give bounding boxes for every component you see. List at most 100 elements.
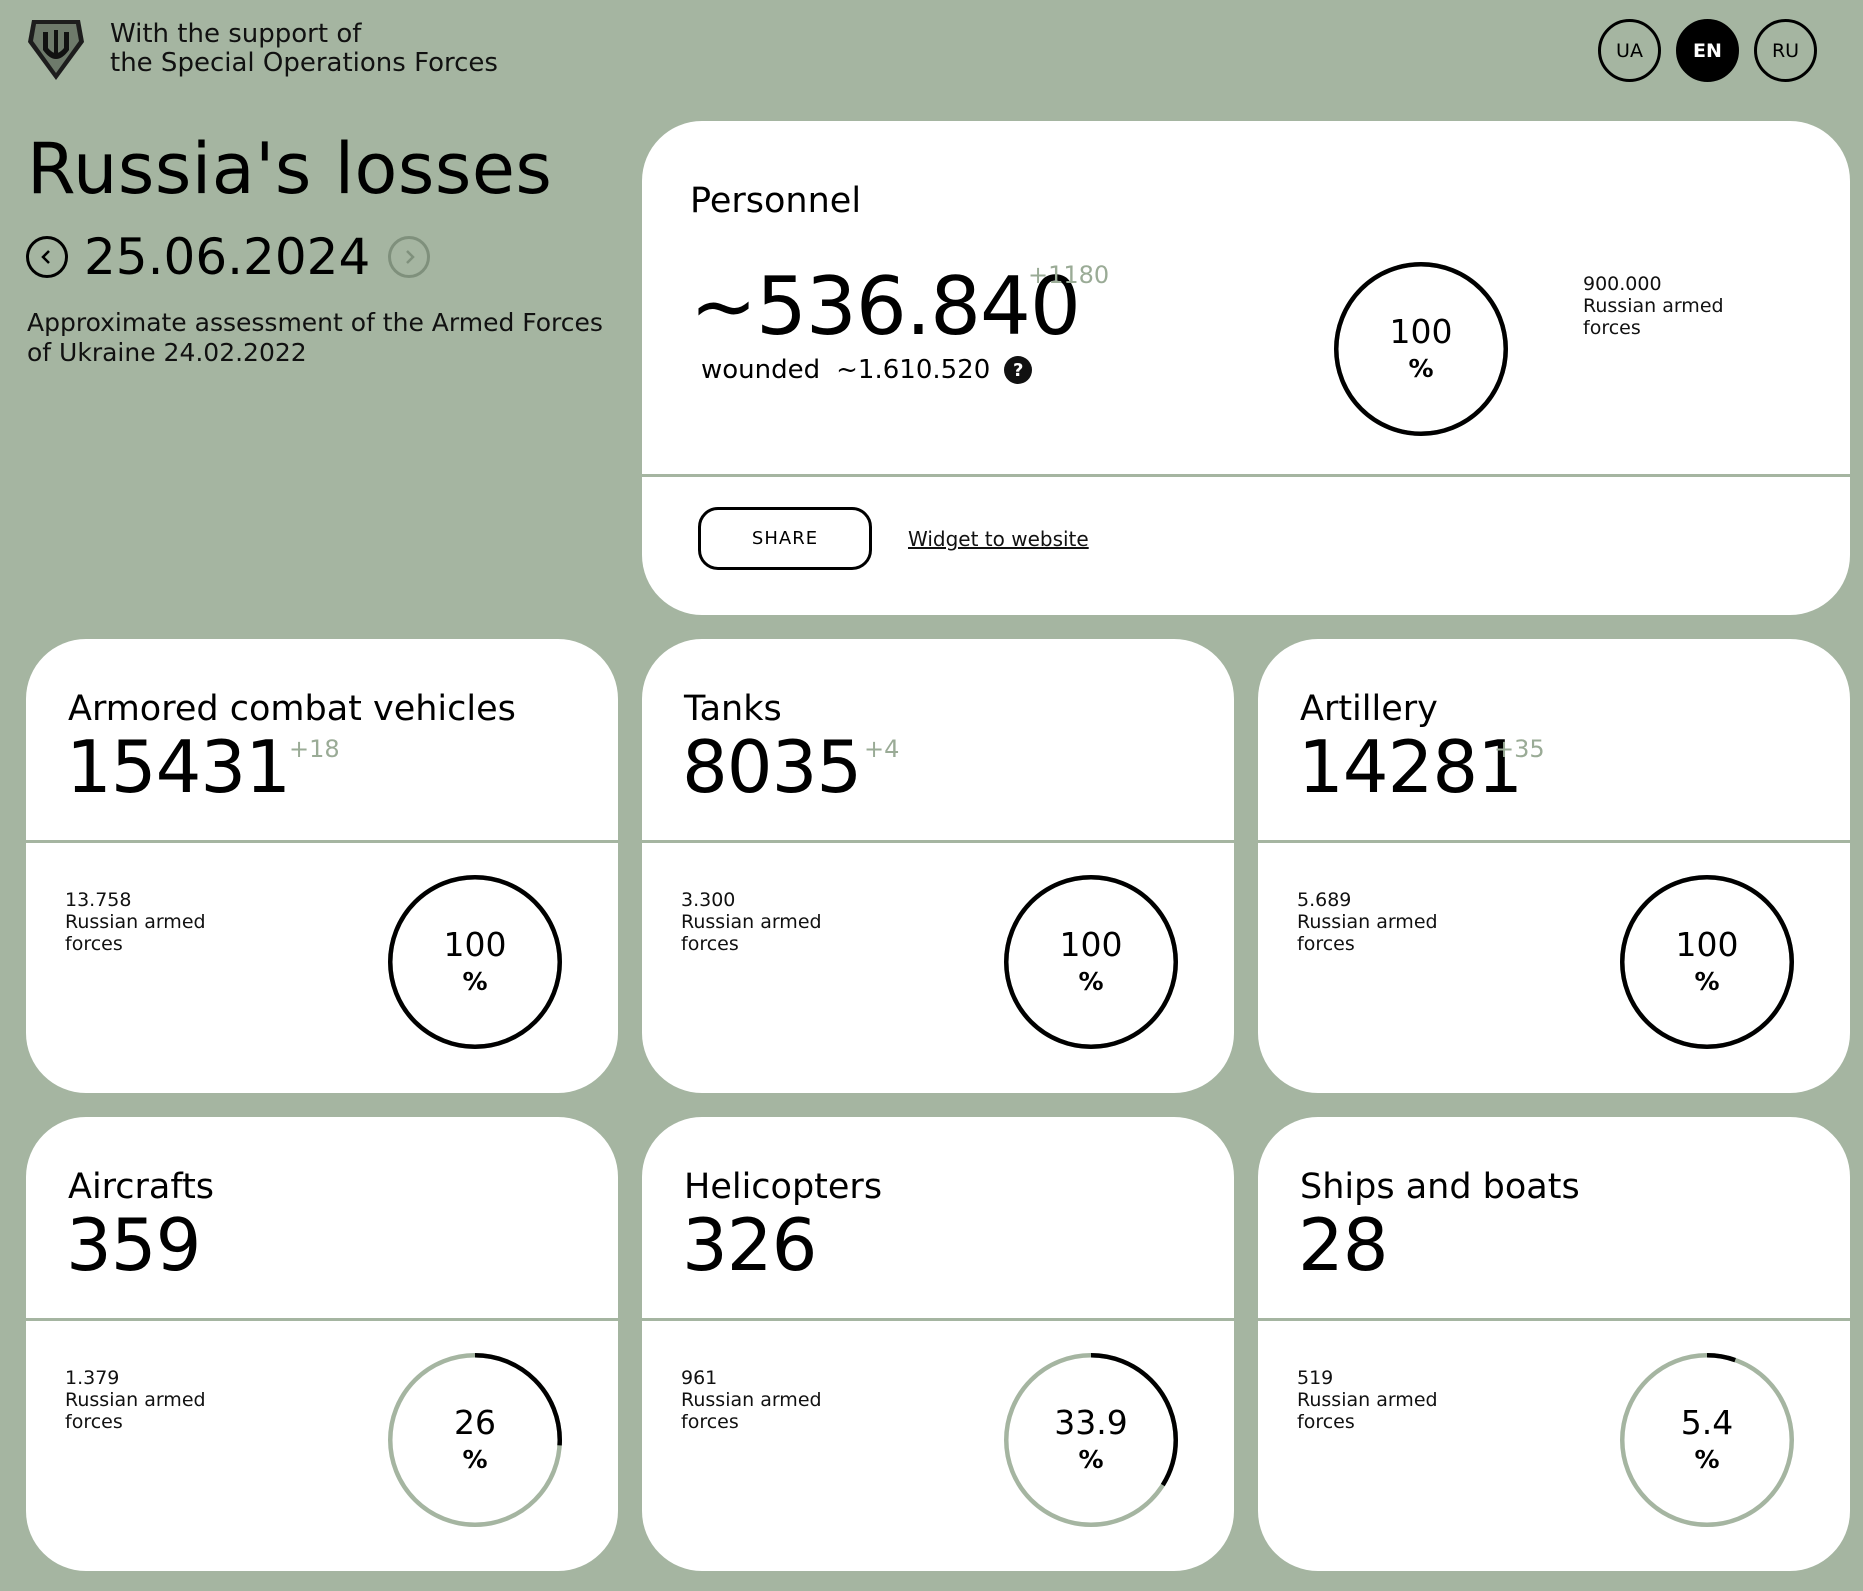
total-label: forces	[1583, 317, 1641, 339]
card-divider	[1258, 840, 1850, 843]
ring-percent-sign: %	[1078, 967, 1104, 996]
total-label: forces	[1297, 933, 1355, 955]
ring-value: 100	[443, 925, 507, 964]
card-delta: +18	[289, 735, 340, 763]
card-total: 961 Russian armed forces	[681, 1367, 881, 1433]
next-date-button[interactable]	[388, 236, 431, 278]
lang-button-en[interactable]: EN	[1676, 19, 1739, 82]
personnel-value: ~536.840	[690, 260, 1081, 353]
ring-value: 26	[454, 1403, 496, 1442]
chevron-right-icon	[406, 250, 416, 264]
share-button[interactable]: SHARE	[698, 507, 872, 570]
widget-to-website-link[interactable]: Widget to website	[908, 527, 1089, 551]
current-date: 25.06.2024	[84, 228, 371, 286]
total-value: 5.689	[1297, 889, 1352, 911]
card-total: 519 Russian armed forces	[1297, 1367, 1497, 1433]
total-label: forces	[65, 933, 123, 955]
card-title: Personnel	[690, 181, 862, 221]
personnel-percent-ring: 100 %	[1334, 262, 1508, 436]
personnel-card: Personnel ~536.840 +1180 wounded ~1.610.…	[642, 121, 1850, 615]
card-value: 14281	[1298, 725, 1523, 809]
total-label: Russian armed	[681, 1389, 822, 1411]
lang-button-ru[interactable]: RU	[1754, 19, 1817, 82]
percent-ring: 100 %	[388, 875, 562, 1049]
card-value: 8035	[682, 725, 862, 809]
personnel-total: 900.000 Russian armed forces	[1583, 273, 1783, 339]
ring-graphic	[388, 875, 562, 1049]
total-label: Russian armed	[65, 1389, 206, 1411]
total-label: Russian armed	[65, 911, 206, 933]
total-value: 519	[1297, 1367, 1334, 1389]
ring-percent-sign: %	[1078, 1445, 1104, 1474]
total-value: 13.758	[65, 889, 132, 911]
ring-graphic	[388, 1353, 562, 1527]
card-delta: +35	[1494, 735, 1545, 763]
percent-ring: 100 %	[1004, 875, 1178, 1049]
card-value: 359	[66, 1203, 201, 1287]
total-label: Russian armed	[1297, 1389, 1438, 1411]
aircrafts-card: Aircrafts 359 1.379 Russian armed forces…	[26, 1117, 618, 1571]
help-icon[interactable]: ?	[1004, 356, 1033, 384]
ring-graphic	[1620, 875, 1794, 1049]
card-total: 3.300 Russian armed forces	[681, 889, 881, 955]
percent-ring: 5.4 %	[1620, 1353, 1794, 1527]
helicopters-card: Helicopters 326 961 Russian armed forces…	[642, 1117, 1234, 1571]
card-divider	[642, 1318, 1234, 1321]
ring-progress-arc	[1334, 262, 1508, 436]
total-label: Russian armed	[1297, 911, 1438, 933]
wounded-value: ~1.610.520	[836, 355, 991, 385]
card-divider	[26, 840, 618, 843]
ring-percent-sign: %	[462, 967, 488, 996]
card-title: Aircrafts	[68, 1167, 215, 1207]
support-line-2: the Special Operations Forces	[110, 48, 498, 78]
wounded-label: wounded	[701, 355, 821, 385]
total-value: 961	[681, 1367, 718, 1389]
trident-shield-icon[interactable]	[26, 18, 86, 82]
ring-progress-arc	[1004, 875, 1178, 1049]
support-text: With the support of the Special Operatio…	[110, 20, 498, 78]
total-value: 3.300	[681, 889, 736, 911]
percent-ring: 26 %	[388, 1353, 562, 1527]
percent-ring: 33.9 %	[1004, 1353, 1178, 1527]
total-value: 900.000	[1583, 273, 1662, 295]
card-divider	[642, 840, 1234, 843]
support-line-1: With the support of	[110, 19, 362, 49]
card-title: Ships and boats	[1300, 1167, 1580, 1207]
card-total: 13.758 Russian armed forces	[65, 889, 265, 955]
ring-progress-arc	[1004, 1353, 1178, 1527]
language-switcher: UA EN RU	[1598, 19, 1817, 82]
armored-combat-vehicles-card: Armored combat vehicles 15431 +18 13.758…	[26, 639, 618, 1093]
artillery-card: Artillery 14281 +35 5.689 Russian armed …	[1258, 639, 1850, 1093]
total-label: forces	[681, 933, 739, 955]
card-delta: +4	[864, 735, 900, 763]
lang-button-ua[interactable]: UA	[1598, 19, 1661, 82]
total-label: Russian armed	[681, 911, 822, 933]
ring-value: 100	[1059, 925, 1123, 964]
ring-value: 5.4	[1680, 1403, 1734, 1442]
ring-value: 33.9	[1054, 1403, 1128, 1442]
percent-ring: 100 %	[1620, 875, 1794, 1049]
card-total: 1.379 Russian armed forces	[65, 1367, 265, 1433]
total-label: Russian armed	[1583, 295, 1724, 317]
prev-date-button[interactable]	[26, 236, 68, 278]
wounded-row: wounded ~1.610.520 ?	[701, 355, 1033, 385]
card-title: Artillery	[1300, 689, 1438, 729]
card-divider	[642, 474, 1850, 477]
ring-progress-arc	[388, 1353, 562, 1527]
ring-value: 100	[1675, 925, 1739, 964]
ring-graphic	[1334, 262, 1508, 436]
card-total: 5.689 Russian armed forces	[1297, 889, 1497, 955]
ring-graphic	[1620, 1353, 1794, 1527]
intro-description: Approximate assessment of the Armed Forc…	[27, 308, 603, 367]
card-divider	[26, 1318, 618, 1321]
card-title: Armored combat vehicles	[68, 689, 516, 729]
chevron-left-icon	[41, 250, 50, 264]
card-title: Tanks	[684, 689, 782, 729]
ring-percent-sign: %	[462, 1445, 488, 1474]
ring-progress-arc	[388, 875, 562, 1049]
ring-percent-sign: %	[1408, 354, 1434, 383]
total-label: forces	[1297, 1411, 1355, 1433]
ring-percent-sign: %	[1694, 1445, 1720, 1474]
ships-and-boats-card: Ships and boats 28 519 Russian armed for…	[1258, 1117, 1850, 1571]
ring-value: 100	[1389, 312, 1453, 351]
